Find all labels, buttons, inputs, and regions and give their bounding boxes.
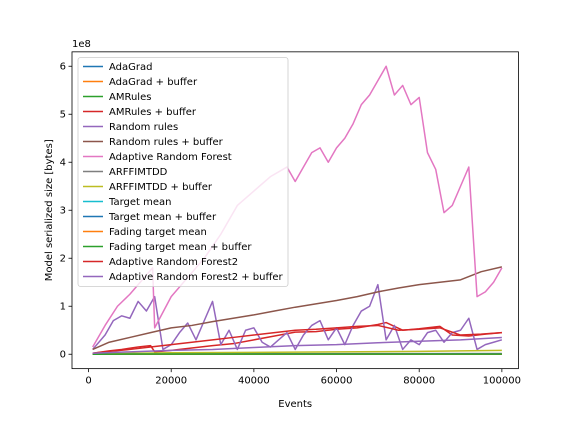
legend-label-5: Random rules + buffer [109, 137, 224, 148]
y-tick-label-3: 3 [60, 206, 66, 217]
legend-label-12: Fading target mean + buffer [109, 242, 252, 253]
legend-label-8: ARFFIMTDD + buffer [109, 182, 213, 193]
legend-label-1: AdaGrad + buffer [109, 77, 198, 88]
x-tick-label-0: 0 [85, 376, 91, 387]
x-tick-label-5: 100000 [483, 376, 521, 387]
legend-box [77, 57, 289, 287]
series-line-14 [92, 336, 502, 355]
y-axis: 0 1 2 3 4 5 6 [60, 62, 72, 361]
y-axis-label: Model serialized size [bytes] [44, 139, 55, 281]
legend-label-11: Fading target mean [109, 227, 207, 238]
series-line-6 [92, 65, 503, 348]
y-multiplier: 1e8 [72, 39, 91, 50]
x-axis: 0 20000 40000 60000 80000 100000 [85, 368, 521, 387]
x-tick-label-2: 40000 [238, 376, 270, 387]
legend-label-7: ARFFIMTDD [109, 167, 168, 178]
x-tick-label-3: 60000 [321, 376, 353, 387]
plot-lines [92, 65, 503, 355]
y-tick-label-1: 1 [60, 302, 66, 313]
legend-label-6: Adaptive Random Forest [109, 152, 232, 163]
legend-label-4: Random rules [109, 122, 178, 133]
x-axis-label: Events [278, 399, 312, 410]
series-line-4 [92, 283, 503, 351]
y-tick-label-5: 5 [60, 110, 66, 121]
legend-label-3: AMRules + buffer [109, 107, 197, 118]
series-line-8 [92, 349, 502, 355]
y-tick-label-0: 0 [60, 350, 66, 361]
y-tick-label-2: 2 [60, 254, 66, 265]
x-tick-label-1: 20000 [155, 376, 187, 387]
y-tick-label-6: 6 [60, 62, 66, 73]
legend-label-9: Target mean [108, 197, 171, 208]
legend-label-14: Adaptive Random Forest2 + buffer [109, 272, 284, 283]
legend-label-2: AMRules [109, 92, 151, 103]
legend: AdaGrad AdaGrad + buffer AMRules AMRules + … [77, 57, 289, 287]
legend-label-13: Adaptive Random Forest2 [109, 257, 238, 268]
series-line-13 [92, 324, 502, 355]
series-line-3 [92, 321, 502, 355]
y-tick-label-4: 4 [60, 158, 66, 169]
legend-label-0: AdaGrad [109, 62, 152, 73]
series-line-5 [92, 266, 503, 351]
legend-label-10: Target mean + buffer [108, 212, 217, 223]
x-tick-label-4: 80000 [403, 376, 435, 387]
